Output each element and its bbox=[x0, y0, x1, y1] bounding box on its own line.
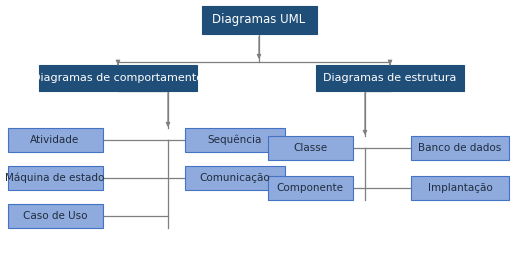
FancyBboxPatch shape bbox=[316, 65, 464, 91]
FancyBboxPatch shape bbox=[185, 128, 285, 152]
FancyBboxPatch shape bbox=[7, 204, 102, 228]
Text: Diagramas de estrutura: Diagramas de estrutura bbox=[323, 73, 457, 83]
Text: Máquina de estado: Máquina de estado bbox=[5, 173, 105, 183]
FancyBboxPatch shape bbox=[267, 136, 353, 160]
Text: Classe: Classe bbox=[293, 143, 327, 153]
FancyBboxPatch shape bbox=[202, 6, 317, 34]
Text: Sequência: Sequência bbox=[208, 135, 262, 145]
Text: Banco de dados: Banco de dados bbox=[419, 143, 502, 153]
FancyBboxPatch shape bbox=[411, 176, 509, 200]
FancyBboxPatch shape bbox=[185, 166, 285, 190]
Text: Atividade: Atividade bbox=[30, 135, 80, 145]
Text: Caso de Uso: Caso de Uso bbox=[23, 211, 87, 221]
FancyBboxPatch shape bbox=[7, 128, 102, 152]
FancyBboxPatch shape bbox=[39, 65, 197, 91]
Text: Componente: Componente bbox=[277, 183, 344, 193]
Text: Diagramas de comportamento: Diagramas de comportamento bbox=[32, 73, 203, 83]
FancyBboxPatch shape bbox=[267, 176, 353, 200]
Text: Comunicação: Comunicação bbox=[200, 173, 270, 183]
FancyBboxPatch shape bbox=[7, 166, 102, 190]
Text: Implantação: Implantação bbox=[427, 183, 492, 193]
FancyBboxPatch shape bbox=[411, 136, 509, 160]
Text: Diagramas UML: Diagramas UML bbox=[212, 13, 306, 27]
